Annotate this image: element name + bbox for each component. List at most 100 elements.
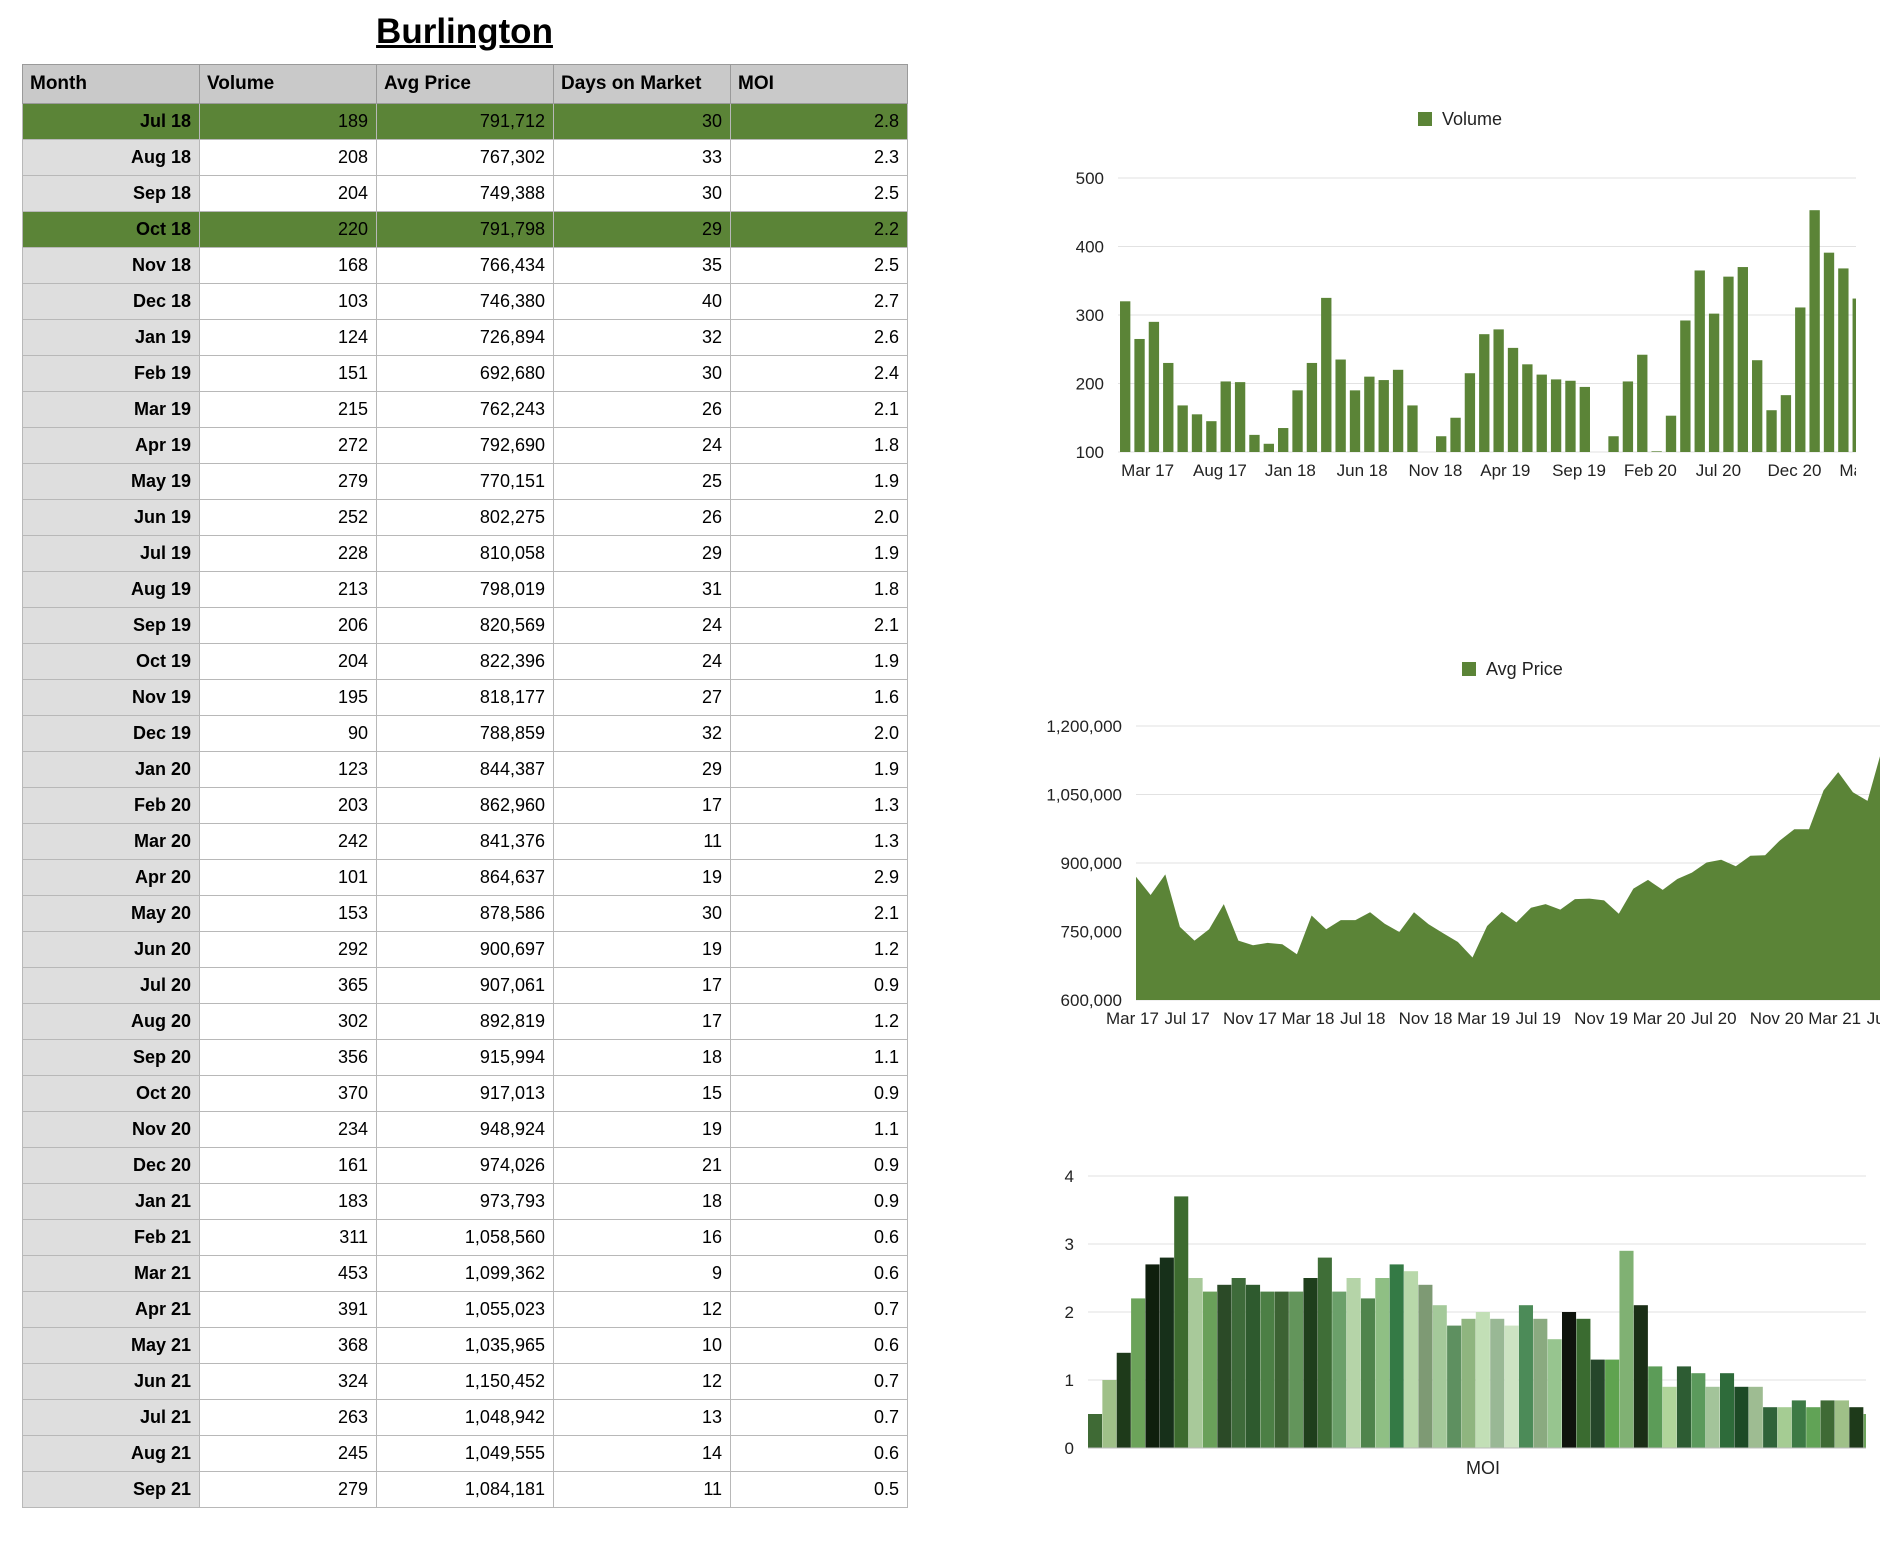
cell-avg-price[interactable]: 973,793 [376, 1183, 554, 1220]
cell-days-on-market[interactable]: 32 [553, 319, 731, 356]
cell-volume[interactable]: 272 [199, 427, 377, 464]
cell-days-on-market[interactable]: 24 [553, 643, 731, 680]
cell-avg-price[interactable]: 862,960 [376, 787, 554, 824]
cell-days-on-market[interactable]: 40 [553, 283, 731, 320]
cell-avg-price[interactable]: 726,894 [376, 319, 554, 356]
cell-moi[interactable]: 0.7 [730, 1399, 908, 1436]
cell-moi[interactable]: 1.9 [730, 751, 908, 788]
cell-days-on-market[interactable]: 19 [553, 1111, 731, 1148]
cell-avg-price[interactable]: 1,058,560 [376, 1219, 554, 1256]
cell-volume[interactable]: 204 [199, 643, 377, 680]
cell-days-on-market[interactable]: 15 [553, 1075, 731, 1112]
cell-month[interactable]: Sep 19 [22, 607, 200, 644]
cell-month[interactable]: Dec 18 [22, 283, 200, 320]
cell-month[interactable]: May 19 [22, 463, 200, 500]
cell-month[interactable]: Aug 21 [22, 1435, 200, 1472]
cell-moi[interactable]: 2.5 [730, 175, 908, 212]
cell-days-on-market[interactable]: 12 [553, 1363, 731, 1400]
cell-moi[interactable]: 1.6 [730, 679, 908, 716]
cell-volume[interactable]: 263 [199, 1399, 377, 1436]
header-month[interactable]: Month [22, 64, 200, 104]
cell-moi[interactable]: 0.6 [730, 1219, 908, 1256]
cell-volume[interactable]: 453 [199, 1255, 377, 1292]
cell-volume[interactable]: 365 [199, 967, 377, 1004]
cell-days-on-market[interactable]: 30 [553, 895, 731, 932]
cell-moi[interactable]: 1.2 [730, 931, 908, 968]
cell-avg-price[interactable]: 770,151 [376, 463, 554, 500]
cell-month[interactable]: Nov 18 [22, 247, 200, 284]
cell-avg-price[interactable]: 818,177 [376, 679, 554, 716]
cell-avg-price[interactable]: 878,586 [376, 895, 554, 932]
cell-moi[interactable]: 2.0 [730, 715, 908, 752]
cell-days-on-market[interactable]: 35 [553, 247, 731, 284]
cell-volume[interactable]: 302 [199, 1003, 377, 1040]
cell-moi[interactable]: 1.3 [730, 787, 908, 824]
cell-days-on-market[interactable]: 29 [553, 211, 731, 248]
cell-days-on-market[interactable]: 17 [553, 967, 731, 1004]
cell-days-on-market[interactable]: 24 [553, 427, 731, 464]
cell-avg-price[interactable]: 1,099,362 [376, 1255, 554, 1292]
cell-days-on-market[interactable]: 33 [553, 139, 731, 176]
cell-moi[interactable]: 2.2 [730, 211, 908, 248]
cell-volume[interactable]: 183 [199, 1183, 377, 1220]
cell-avg-price[interactable]: 791,712 [376, 103, 554, 140]
cell-month[interactable]: Jan 20 [22, 751, 200, 788]
cell-volume[interactable]: 90 [199, 715, 377, 752]
cell-volume[interactable]: 168 [199, 247, 377, 284]
cell-volume[interactable]: 208 [199, 139, 377, 176]
cell-avg-price[interactable]: 762,243 [376, 391, 554, 428]
cell-month[interactable]: Jan 19 [22, 319, 200, 356]
header-moi[interactable]: MOI [730, 64, 908, 104]
cell-volume[interactable]: 124 [199, 319, 377, 356]
cell-avg-price[interactable]: 948,924 [376, 1111, 554, 1148]
cell-volume[interactable]: 220 [199, 211, 377, 248]
cell-moi[interactable]: 2.1 [730, 607, 908, 644]
cell-days-on-market[interactable]: 18 [553, 1183, 731, 1220]
cell-avg-price[interactable]: 864,637 [376, 859, 554, 896]
cell-volume[interactable]: 368 [199, 1327, 377, 1364]
cell-avg-price[interactable]: 692,680 [376, 355, 554, 392]
cell-days-on-market[interactable]: 21 [553, 1147, 731, 1184]
cell-month[interactable]: Jun 19 [22, 499, 200, 536]
cell-days-on-market[interactable]: 18 [553, 1039, 731, 1076]
cell-moi[interactable]: 1.9 [730, 643, 908, 680]
cell-days-on-market[interactable]: 31 [553, 571, 731, 608]
cell-days-on-market[interactable]: 10 [553, 1327, 731, 1364]
cell-avg-price[interactable]: 788,859 [376, 715, 554, 752]
cell-volume[interactable]: 195 [199, 679, 377, 716]
cell-days-on-market[interactable]: 29 [553, 751, 731, 788]
cell-avg-price[interactable]: 900,697 [376, 931, 554, 968]
cell-volume[interactable]: 153 [199, 895, 377, 932]
cell-moi[interactable]: 1.9 [730, 535, 908, 572]
cell-avg-price[interactable]: 810,058 [376, 535, 554, 572]
cell-month[interactable]: Nov 20 [22, 1111, 200, 1148]
cell-month[interactable]: Aug 20 [22, 1003, 200, 1040]
cell-volume[interactable]: 234 [199, 1111, 377, 1148]
cell-volume[interactable]: 213 [199, 571, 377, 608]
cell-month[interactable]: Dec 20 [22, 1147, 200, 1184]
cell-avg-price[interactable]: 974,026 [376, 1147, 554, 1184]
cell-avg-price[interactable]: 1,049,555 [376, 1435, 554, 1472]
cell-volume[interactable]: 206 [199, 607, 377, 644]
cell-month[interactable]: Sep 18 [22, 175, 200, 212]
cell-avg-price[interactable]: 766,434 [376, 247, 554, 284]
cell-days-on-market[interactable]: 14 [553, 1435, 731, 1472]
cell-days-on-market[interactable]: 13 [553, 1399, 731, 1436]
cell-avg-price[interactable]: 792,690 [376, 427, 554, 464]
cell-days-on-market[interactable]: 11 [553, 823, 731, 860]
cell-moi[interactable]: 0.9 [730, 967, 908, 1004]
cell-days-on-market[interactable]: 12 [553, 1291, 731, 1328]
cell-moi[interactable]: 0.9 [730, 1075, 908, 1112]
cell-moi[interactable]: 0.6 [730, 1255, 908, 1292]
cell-volume[interactable]: 228 [199, 535, 377, 572]
cell-moi[interactable]: 2.6 [730, 319, 908, 356]
cell-month[interactable]: Jul 20 [22, 967, 200, 1004]
cell-moi[interactable]: 2.0 [730, 499, 908, 536]
cell-avg-price[interactable]: 802,275 [376, 499, 554, 536]
cell-moi[interactable]: 0.9 [730, 1183, 908, 1220]
cell-volume[interactable]: 279 [199, 463, 377, 500]
cell-month[interactable]: Jan 21 [22, 1183, 200, 1220]
header-days-on-market[interactable]: Days on Market [553, 64, 731, 104]
cell-month[interactable]: Jul 19 [22, 535, 200, 572]
cell-volume[interactable]: 101 [199, 859, 377, 896]
